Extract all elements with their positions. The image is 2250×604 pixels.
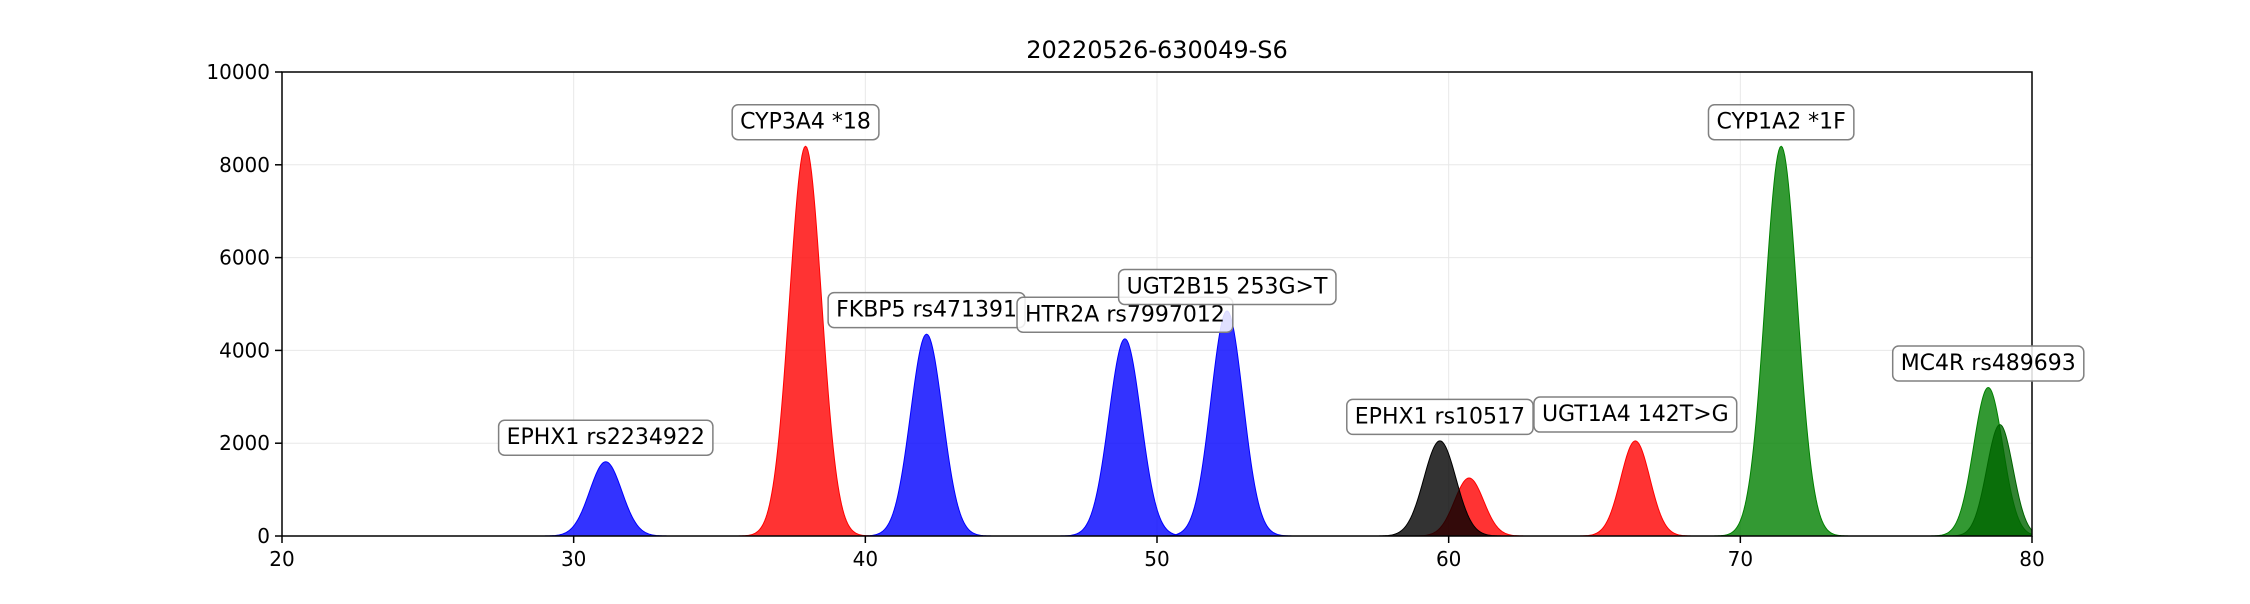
peak-series-1-0	[732, 145, 879, 537]
peak-series-0-1	[853, 333, 1000, 537]
annotation-label: FKBP5 rs471391	[836, 298, 1017, 323]
x-tick-label: 50	[1144, 547, 1169, 571]
x-tick-label: 30	[561, 547, 586, 571]
x-tick-label: 80	[2019, 547, 2044, 571]
annotation-label: MC4R rs489693	[1901, 351, 2076, 376]
y-tick-label: 10000	[206, 60, 270, 84]
y-tick-label: 0	[257, 524, 270, 548]
annotation-box	[497, 419, 714, 456]
annotation-label: CYP3A4 *18	[740, 110, 871, 135]
y-tick-label: 4000	[219, 338, 270, 362]
annotation-label: UGT2B15 253G>T	[1127, 274, 1328, 299]
peak-annotation: EPHX1 rs10517	[1346, 398, 1534, 436]
annotation-label: UGT1A4 142T>G	[1542, 402, 1729, 427]
peak-annotation: MC4R rs489693	[1891, 345, 2085, 382]
x-tick-label: 40	[853, 547, 878, 571]
peak-series-3-0	[1708, 145, 1854, 537]
x-tick-label: 70	[1728, 547, 1753, 571]
peak-annotation: EPHX1 rs2234922	[497, 419, 714, 456]
peak-annotation: FKBP5 rs471391	[827, 291, 1026, 329]
peak-series-1-2	[1569, 440, 1701, 537]
annotation-label: CYP1A2 *1F	[1716, 110, 1845, 135]
peak-annotation: CYP3A4 *18	[731, 103, 880, 141]
peak-series-0-2	[1052, 338, 1198, 537]
y-tick-label: 2000	[219, 431, 270, 455]
annotation-box	[1346, 398, 1534, 436]
peak-annotation: HTR2A rs7997012	[1016, 296, 1234, 334]
peak-annotation: UGT2B15 253G>T	[1117, 268, 1337, 306]
peak-series-2-0	[1367, 440, 1513, 537]
annotation-box	[1117, 268, 1337, 306]
peaks	[533, 145, 2033, 537]
y-tick-label: 8000	[219, 153, 270, 177]
x-tick-label: 20	[269, 547, 294, 571]
chart-title: 20220526-630049-S6	[1026, 36, 1288, 64]
peak-annotation: CYP1A2 *1F	[1707, 103, 1855, 141]
annotation-box	[1707, 103, 1855, 141]
annotation-box	[731, 103, 880, 141]
peak-series-0-0	[533, 461, 678, 537]
axes: 20 30 40 50 60 70 80 0 2000 4000 6000 8000 10000	[206, 60, 2044, 571]
peak-annotation: UGT1A4 142T>G	[1533, 396, 1738, 433]
x-tick-label: 60	[1436, 547, 1461, 571]
annotation-label: HTR2A rs7997012	[1025, 302, 1225, 327]
annotation-box	[1891, 345, 2085, 382]
annotation-box	[1533, 396, 1738, 433]
annotation-label: EPHX1 rs10517	[1355, 404, 1525, 429]
y-tick-label: 6000	[219, 246, 270, 270]
peak-series-0-3	[1154, 310, 1300, 537]
annotations: EPHX1 rs2234922 CYP3A4 *18 FKBP5 rs471391 H…	[497, 103, 2085, 456]
annotation-label: EPHX1 rs2234922	[507, 425, 705, 450]
